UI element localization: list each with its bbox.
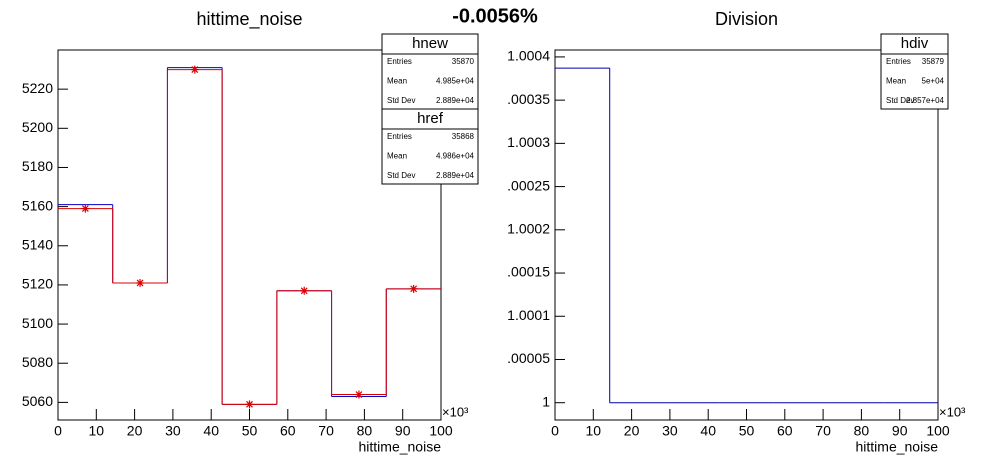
- x-tick-label: 10: [89, 423, 105, 439]
- chart-title: hittime_noise: [196, 9, 302, 30]
- y-tick-label: 5060: [22, 393, 53, 409]
- marker: [354, 390, 363, 399]
- y-tick-label: 5160: [22, 197, 53, 213]
- x-axis-label: hittime_noise: [359, 439, 442, 455]
- stats-label: Std Dev: [387, 96, 415, 105]
- x-tick-label: 50: [739, 423, 755, 439]
- y-tick-label: 1.0004: [507, 48, 550, 64]
- x-tick-label: 100: [429, 423, 453, 439]
- y-tick-label: 5080: [22, 354, 53, 370]
- stats-box: [381, 33, 479, 110]
- x-tick-label: 70: [318, 423, 334, 439]
- stats-value: 2.889e+04: [436, 96, 475, 105]
- x-multiplier: ×10³: [442, 404, 469, 419]
- x-tick-label: 70: [815, 423, 831, 439]
- x-tick-label: 60: [777, 423, 793, 439]
- stats-label: Mean: [387, 77, 407, 86]
- x-tick-label: 40: [700, 423, 716, 439]
- stats-title: href: [417, 110, 444, 127]
- y-tick-label: .00025: [507, 177, 550, 193]
- marker: [300, 286, 309, 295]
- stats-label: Mean: [387, 152, 407, 161]
- stats-value: 2.889e+04: [436, 171, 475, 180]
- stats-value: 35868: [452, 132, 475, 141]
- stats-label: Entries: [886, 57, 911, 66]
- stats-label: Entries: [387, 132, 412, 141]
- x-tick-label: 20: [624, 423, 640, 439]
- stats-value: 5e+04: [922, 77, 945, 86]
- y-tick-label: 1: [542, 393, 550, 409]
- x-tick-label: 50: [242, 423, 258, 439]
- stats-label: Std Dev: [387, 171, 415, 180]
- y-tick-label: 1.0003: [507, 134, 550, 150]
- marker: [136, 278, 145, 287]
- stats-value: 4.986e+04: [436, 152, 475, 161]
- y-tick-label: 5120: [22, 276, 53, 292]
- stats-label: Entries: [387, 57, 412, 66]
- chart-title: Division: [715, 9, 778, 29]
- header: -0.0056%: [452, 5, 538, 27]
- x-tick-label: 90: [395, 423, 411, 439]
- y-tick-label: 5140: [22, 236, 53, 252]
- stats-label: Std Dev: [886, 96, 914, 105]
- stats-label: Mean: [886, 77, 906, 86]
- y-tick-label: 1.0002: [507, 221, 550, 237]
- stats-value: 35879: [922, 57, 945, 66]
- y-tick-label: .00035: [507, 91, 550, 107]
- stats-value: 35870: [452, 57, 475, 66]
- x-tick-label: 0: [54, 423, 62, 439]
- y-tick-label: 5100: [22, 315, 53, 331]
- x-tick-label: 40: [203, 423, 219, 439]
- stats-value: 4.985e+04: [436, 77, 475, 86]
- stats-title: hnew: [412, 35, 448, 52]
- x-tick-label: 30: [662, 423, 678, 439]
- y-tick-label: 5220: [22, 80, 53, 96]
- y-tick-label: 5200: [22, 119, 53, 135]
- x-tick-label: 60: [280, 423, 296, 439]
- marker: [245, 400, 254, 409]
- y-tick-label: .00015: [507, 264, 550, 280]
- x-tick-label: 80: [357, 423, 373, 439]
- stats-title: hdiv: [901, 35, 929, 52]
- stats-value: 2.857e+04: [906, 96, 945, 105]
- stats-box: [381, 108, 479, 185]
- marker: [190, 65, 199, 74]
- x-tick-label: 100: [926, 423, 950, 439]
- x-tick-label: 90: [892, 423, 908, 439]
- x-tick-label: 10: [586, 423, 602, 439]
- y-tick-label: 1.0001: [507, 307, 550, 323]
- y-tick-label: 5180: [22, 158, 53, 174]
- marker: [409, 284, 418, 293]
- x-tick-label: 20: [127, 423, 143, 439]
- x-axis-label: hittime_noise: [856, 439, 939, 455]
- x-tick-label: 0: [551, 423, 559, 439]
- y-tick-label: .00005: [507, 350, 550, 366]
- x-multiplier: ×10³: [939, 404, 966, 419]
- x-tick-label: 30: [165, 423, 181, 439]
- stats-box: [880, 33, 949, 110]
- marker: [81, 204, 90, 213]
- x-tick-label: 80: [854, 423, 870, 439]
